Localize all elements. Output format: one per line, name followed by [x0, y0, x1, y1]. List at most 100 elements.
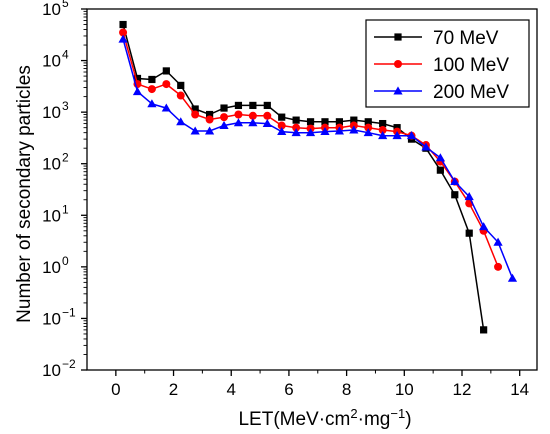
data-point [162, 80, 171, 89]
y-tick-label-exponent: 3 [62, 99, 69, 113]
data-point [148, 75, 156, 84]
y-tick-label: 10 [42, 258, 61, 277]
data-point [278, 113, 286, 121]
legend-marker [394, 60, 402, 68]
data-point [220, 113, 229, 122]
data-point [249, 101, 257, 110]
data-point [379, 119, 387, 128]
data-point [177, 81, 185, 90]
legend-label: 70 MeV [433, 28, 499, 49]
series-layer [118, 20, 518, 334]
x-tick-label: 10 [395, 380, 414, 399]
data-point [378, 131, 388, 140]
data-point [507, 273, 518, 282]
data-point [147, 99, 157, 108]
x-tick-label: 6 [284, 380, 293, 399]
y-tick-label-exponent: −1 [62, 305, 76, 319]
legend-marker [394, 33, 402, 41]
data-point [263, 101, 271, 110]
x-tick-label: 2 [169, 380, 178, 399]
data-point [406, 131, 417, 140]
data-point [191, 105, 199, 113]
legend-label: 100 MeV [433, 55, 509, 76]
x-tick-label: 12 [453, 380, 472, 399]
y-tick-label: 10 [42, 52, 61, 71]
legend-label: 200 MeV [433, 82, 509, 103]
data-point [480, 326, 488, 334]
series-2 [118, 34, 518, 282]
data-point [450, 176, 460, 186]
y-tick-label: 10 [42, 361, 61, 380]
data-point [219, 120, 229, 129]
y-tick-label-exponent: 1 [62, 202, 69, 216]
x-tick-label: 0 [111, 380, 120, 399]
data-point [334, 126, 345, 135]
data-point [321, 118, 329, 126]
data-point [220, 104, 228, 112]
y-tick-label: 10 [42, 103, 61, 122]
data-point [234, 110, 243, 119]
x-tick-label: 8 [342, 380, 351, 399]
x-tick-label: 4 [226, 380, 235, 399]
data-point [493, 237, 503, 246]
data-point [277, 126, 287, 136]
x-axis-title-part: ·mg [358, 409, 391, 430]
data-point [248, 111, 257, 120]
data-point [262, 118, 272, 128]
data-point [335, 118, 344, 126]
legend: 70 MeV 100 MeV 200 MeV [365, 19, 530, 108]
data-point [190, 126, 200, 135]
data-point [191, 110, 200, 119]
data-point [435, 153, 445, 162]
data-point [364, 118, 372, 126]
data-point [176, 117, 186, 126]
data-point [233, 118, 244, 127]
data-point [205, 115, 214, 124]
y-tick-label-exponent: −2 [62, 357, 76, 371]
data-point [363, 128, 373, 137]
x-axis-title-part: LET(MeV·cm [238, 409, 350, 430]
data-point [248, 118, 258, 127]
plot-frame [86, 8, 538, 371]
y-tick-label: 10 [42, 206, 61, 225]
series-line [122, 39, 514, 279]
data-point [392, 131, 402, 140]
data-point [291, 128, 301, 137]
data-point [132, 87, 143, 96]
data-point [234, 101, 243, 110]
data-point [119, 28, 128, 37]
data-point [479, 222, 489, 231]
data-point [320, 126, 330, 136]
y-tick-label: 10 [42, 0, 61, 19]
data-point [118, 34, 128, 43]
data-point [263, 111, 272, 120]
data-point [119, 20, 127, 29]
y-axis-title: Number of secondary particles [14, 65, 35, 323]
data-point [161, 103, 171, 112]
data-point [378, 126, 387, 135]
data-point [451, 191, 459, 199]
data-point [147, 85, 156, 94]
legend-marker [393, 86, 403, 95]
data-point [292, 123, 301, 132]
data-point [205, 110, 214, 119]
y-tick-label-exponent: 0 [62, 254, 69, 268]
data-point [436, 166, 444, 174]
x-axis-title-part: ) [405, 409, 411, 430]
y-tick-label-exponent: 5 [62, 0, 69, 10]
y-tick-label: 10 [42, 309, 61, 328]
data-point [350, 116, 358, 124]
data-point [421, 142, 431, 151]
x-axis-title-sup: 2 [350, 406, 357, 421]
data-point [306, 118, 315, 126]
data-point [162, 67, 170, 75]
data-point [292, 116, 300, 124]
y-tick-label-exponent: 4 [62, 48, 69, 62]
data-point [364, 123, 373, 132]
y-tick-label: 10 [42, 155, 61, 174]
data-point [349, 125, 359, 134]
data-point [465, 229, 473, 237]
x-axis-title: LET(MeV·cm2·mg−1) [238, 406, 411, 430]
